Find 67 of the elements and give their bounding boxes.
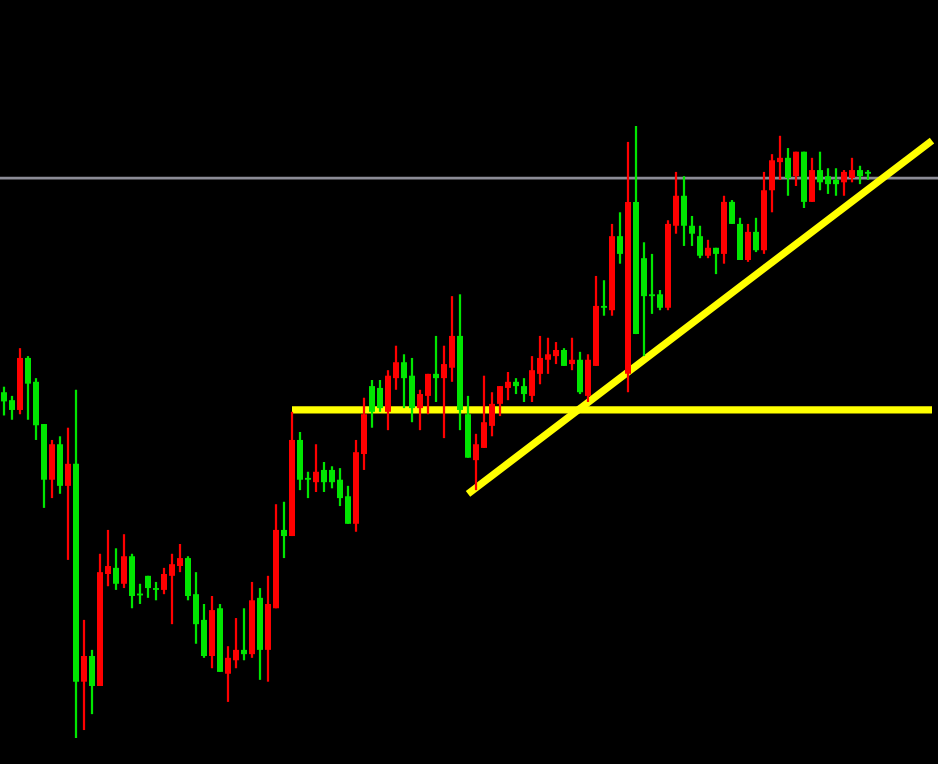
candlestick — [385, 369, 391, 432]
candlestick — [529, 355, 535, 404]
candlestick — [121, 533, 127, 590]
candlestick — [81, 618, 87, 732]
candlestick — [401, 353, 407, 410]
candlestick — [433, 334, 439, 404]
candlestick — [161, 566, 167, 596]
candlestick — [465, 394, 471, 459]
candlestick — [441, 344, 447, 440]
candlestick — [601, 279, 607, 317]
candlestick — [49, 438, 55, 500]
candlestick — [841, 168, 847, 197]
candlestick — [25, 355, 31, 421]
candlestick — [449, 295, 455, 383]
candlestick — [849, 156, 855, 184]
candlestick — [129, 552, 135, 610]
candlestick — [769, 153, 775, 214]
candlestick — [857, 164, 863, 186]
candlestick — [425, 372, 431, 416]
candlestick — [681, 175, 687, 248]
candlestick — [569, 336, 575, 372]
candlestick — [617, 211, 623, 265]
candlestick — [713, 246, 719, 276]
candlestick — [321, 460, 327, 494]
candlestick — [657, 288, 663, 312]
candlestick — [153, 580, 159, 602]
candlestick — [281, 500, 287, 560]
candlestick — [833, 167, 839, 197]
candlestick — [113, 547, 119, 592]
candlestick — [297, 430, 303, 492]
candlestick — [329, 465, 335, 490]
candlestick — [729, 198, 735, 226]
candlestick — [65, 426, 71, 562]
candlestick — [545, 336, 551, 375]
candlestick — [649, 252, 655, 315]
candlestick — [345, 484, 351, 525]
candlestick — [241, 607, 247, 662]
candlestick — [177, 542, 183, 574]
candlestick — [553, 340, 559, 366]
candlestick — [57, 435, 63, 495]
candlestick — [377, 378, 383, 413]
candlestick — [1, 385, 7, 417]
candlestick — [409, 356, 415, 424]
candlestick — [745, 222, 751, 263]
candlestick — [817, 150, 823, 192]
candlestick — [505, 370, 511, 402]
candlestick — [521, 377, 527, 404]
candlestick — [737, 216, 743, 262]
candlestick — [825, 167, 831, 196]
candlestick — [313, 443, 319, 494]
candlestick — [753, 216, 759, 254]
candlestick — [697, 224, 703, 260]
candlestick — [209, 594, 215, 670]
candlestick — [809, 156, 815, 203]
candlestick — [577, 350, 583, 396]
candlestick — [785, 146, 791, 197]
candlestick — [89, 648, 95, 716]
candlestick — [9, 394, 15, 421]
candlestick — [497, 384, 503, 418]
candlestick — [689, 214, 695, 248]
candlestick — [793, 150, 799, 188]
candlestick — [233, 616, 239, 670]
candlestick — [169, 552, 175, 626]
candlestick — [369, 378, 375, 429]
candlestick — [201, 602, 207, 659]
candlestick — [705, 238, 711, 260]
candlestick — [225, 645, 231, 703]
